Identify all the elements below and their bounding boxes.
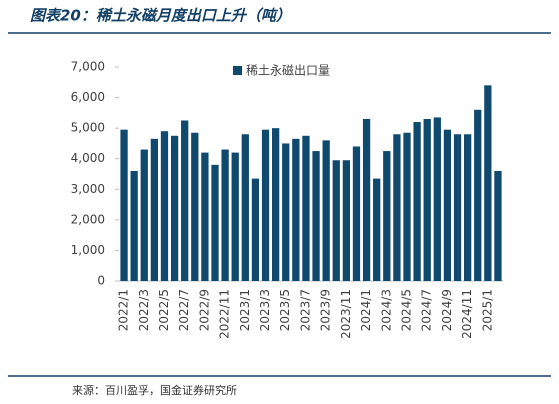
x-tick-label: 2024/11 xyxy=(460,289,474,339)
x-tick-label: 2023/11 xyxy=(339,289,353,339)
bar xyxy=(150,138,159,281)
x-tick-label: 2024/5 xyxy=(400,289,414,331)
bar xyxy=(130,170,138,281)
bar xyxy=(312,151,320,281)
bar xyxy=(231,152,239,281)
x-tick-label: 2022/3 xyxy=(137,289,151,331)
x-tick-label: 2023/3 xyxy=(258,289,272,331)
bar xyxy=(271,128,280,281)
x-tick-label: 2024/7 xyxy=(420,289,434,331)
bar xyxy=(221,149,229,281)
bar xyxy=(393,134,401,281)
bar xyxy=(191,132,199,281)
bar xyxy=(181,120,189,281)
bar xyxy=(443,129,452,281)
legend-label: 稀土永磁出口量 xyxy=(246,63,330,78)
legend-swatch xyxy=(233,66,242,75)
y-tick-label: 5,000 xyxy=(71,121,105,135)
x-tick-label: 2023/1 xyxy=(238,289,252,331)
y-tick-label: 3,000 xyxy=(71,182,105,196)
bar xyxy=(251,178,260,281)
x-tick-label: 2022/11 xyxy=(218,289,232,339)
bar xyxy=(332,160,340,281)
y-tick-label: 6,000 xyxy=(71,90,105,104)
bar xyxy=(423,118,431,281)
x-tick-label: 2023/9 xyxy=(319,289,333,331)
chart-title: 图表20：稀土永磁月度出口上升（吨） xyxy=(30,7,291,25)
bar xyxy=(120,129,128,281)
bar xyxy=(342,160,351,281)
bar xyxy=(292,138,300,281)
x-tick-label: 2022/9 xyxy=(197,289,211,331)
bar xyxy=(383,151,391,281)
bar xyxy=(453,134,462,281)
bar xyxy=(302,135,310,281)
bar xyxy=(282,143,290,281)
bar xyxy=(474,109,482,281)
x-tick-label: 2022/5 xyxy=(157,289,171,331)
bar xyxy=(463,134,472,281)
bar xyxy=(413,122,421,282)
bar xyxy=(170,135,179,281)
x-tick-label: 2025/1 xyxy=(480,289,494,331)
bar xyxy=(362,118,371,281)
x-tick-label: 2023/5 xyxy=(278,289,292,331)
bar xyxy=(241,134,249,281)
x-tick-label: 2022/1 xyxy=(117,289,131,331)
source: 来源：百川盈孚，国金证券研究所 xyxy=(72,383,237,397)
bar xyxy=(484,85,492,281)
y-tick-label: 0 xyxy=(97,274,105,288)
x-tick-label: 2023/7 xyxy=(298,289,312,331)
bar xyxy=(403,132,411,281)
y-tick-label: 4,000 xyxy=(71,151,105,165)
bar xyxy=(373,178,381,281)
x-tick-label: 2024/3 xyxy=(379,289,393,331)
y-tick-label: 2,000 xyxy=(71,212,105,226)
bar xyxy=(352,146,361,281)
bar xyxy=(160,131,169,281)
y-tick-label: 7,000 xyxy=(71,60,105,74)
bar xyxy=(433,117,441,281)
bar xyxy=(201,152,209,281)
x-tick-label: 2024/1 xyxy=(359,289,373,331)
bar xyxy=(140,149,148,281)
bar xyxy=(494,170,502,281)
y-tick-label: 1,000 xyxy=(71,243,105,257)
bar xyxy=(261,129,270,281)
bar xyxy=(322,140,330,281)
x-tick-label: 2024/9 xyxy=(440,289,454,331)
x-tick-label: 2022/7 xyxy=(177,289,191,331)
bar xyxy=(211,164,219,281)
